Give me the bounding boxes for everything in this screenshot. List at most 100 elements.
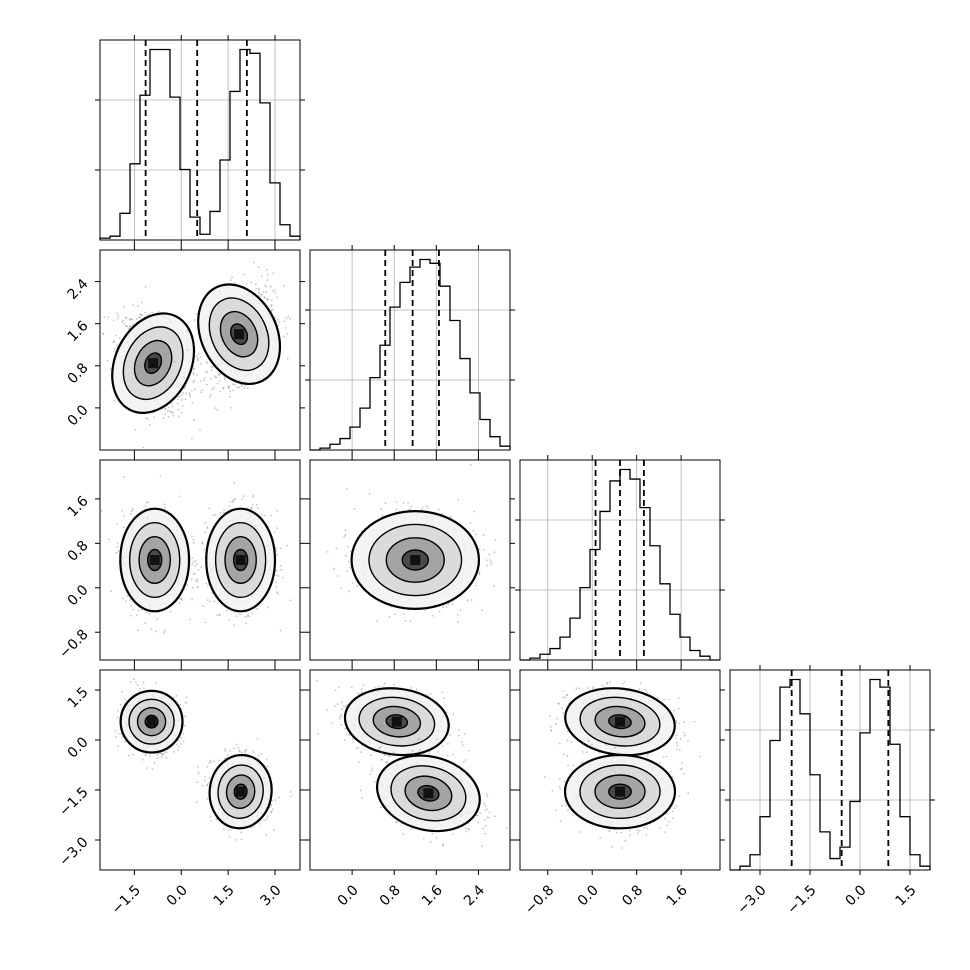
- scatter-point: [252, 825, 255, 828]
- scatter-point: [203, 779, 206, 782]
- scatter-point: [125, 325, 127, 328]
- scatter-point: [260, 513, 263, 516]
- scatter-point: [178, 396, 181, 398]
- scatter-point: [112, 319, 115, 322]
- scatter-point: [182, 740, 185, 743]
- scatter-point: [206, 526, 209, 529]
- scatter-point: [236, 386, 239, 389]
- scatter-point: [248, 615, 251, 618]
- scatter-point: [128, 325, 131, 328]
- scatter-point: [265, 834, 268, 836]
- scatter-point: [124, 316, 127, 319]
- scatter-point: [184, 398, 187, 401]
- scatter-point: [116, 542, 119, 545]
- scatter-point: [266, 298, 268, 301]
- scatter-point: [142, 446, 145, 449]
- scatter-point: [199, 380, 202, 383]
- scatter-point: [289, 317, 291, 320]
- scatter-point: [161, 753, 164, 756]
- scatter-point: [182, 392, 185, 394]
- density-peak: [146, 716, 157, 727]
- scatter-point: [156, 757, 159, 760]
- scatter-point: [129, 599, 131, 602]
- scatter-point: [206, 362, 209, 365]
- scatter-point: [148, 423, 151, 426]
- scatter-point: [276, 510, 279, 512]
- scatter-point: [206, 784, 208, 787]
- scatter-point: [173, 360, 176, 363]
- scatter-point: [181, 404, 184, 407]
- scatter-point: [211, 388, 214, 391]
- scatter-point: [191, 586, 194, 589]
- scatter-point: [240, 385, 243, 387]
- scatter-point: [112, 341, 115, 343]
- scatter-point: [230, 406, 233, 409]
- scatter-point: [116, 546, 119, 548]
- scatter-point: [275, 581, 277, 584]
- scatter-point: [115, 523, 118, 525]
- scatter-point: [273, 315, 276, 318]
- scatter-point: [222, 386, 225, 389]
- scatter-point: [275, 569, 277, 572]
- scatter-point: [102, 332, 105, 335]
- scatter-point: [234, 281, 236, 284]
- scatter-point: [215, 376, 218, 379]
- scatter-point: [180, 399, 183, 401]
- scatter-point: [265, 758, 268, 761]
- scatter-point: [159, 475, 162, 478]
- scatter-point: [146, 501, 149, 504]
- scatter-point: [209, 600, 212, 603]
- scatter-point: [275, 591, 278, 594]
- scatter-point: [261, 293, 264, 296]
- scatter-point: [166, 409, 169, 412]
- scatter-point: [250, 507, 253, 510]
- scatter-point: [118, 337, 121, 340]
- scatter-point: [141, 314, 143, 316]
- scatter-point: [134, 681, 137, 683]
- scatter-point: [121, 736, 124, 739]
- scatter-point: [157, 310, 160, 313]
- scatter-point: [271, 808, 274, 811]
- scatter-point: [148, 313, 151, 316]
- scatter-point: [196, 373, 199, 376]
- scatter-point: [204, 621, 207, 624]
- scatter-point: [193, 319, 196, 322]
- scatter-point: [128, 327, 130, 330]
- scatter-point: [244, 749, 246, 752]
- scatter-point: [191, 598, 193, 601]
- diagonal-frame-1: [309, 249, 511, 451]
- scatter-point: [233, 482, 236, 484]
- scatter-point: [180, 597, 182, 600]
- scatter-point: [258, 292, 261, 295]
- scatter-point: [204, 371, 207, 374]
- scatter-point: [232, 383, 234, 386]
- scatter-point: [246, 615, 249, 618]
- scatter-point: [218, 373, 220, 376]
- scatter-point: [197, 773, 200, 775]
- scatter-point: [136, 614, 138, 617]
- scatter-point: [222, 387, 225, 390]
- scatter-point: [204, 531, 207, 533]
- scatter-point: [130, 604, 132, 607]
- scatter-point: [126, 595, 129, 597]
- scatter-point: [177, 749, 179, 751]
- scatter-point: [209, 759, 212, 762]
- scatter-point: [229, 395, 231, 398]
- scatter-point: [307, 580, 309, 582]
- scatter-point: [251, 504, 254, 506]
- scatter-point: [264, 296, 266, 299]
- scatter-point: [206, 527, 209, 530]
- scatter-point: [151, 311, 154, 314]
- scatter-point: [142, 681, 145, 684]
- scatter-point: [185, 696, 188, 699]
- scatter-point: [175, 694, 178, 697]
- scatter-point: [124, 698, 127, 701]
- scatter-point: [199, 362, 202, 365]
- scatter-point: [228, 835, 231, 838]
- scatter-point: [193, 419, 195, 422]
- density-peak: [148, 358, 159, 369]
- scatter-point: [117, 745, 120, 748]
- scatter-point: [238, 749, 241, 752]
- panels-layer: [95, 35, 935, 875]
- scatter-point: [183, 387, 186, 390]
